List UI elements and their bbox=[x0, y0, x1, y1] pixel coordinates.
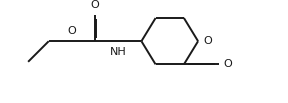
Text: O: O bbox=[67, 26, 76, 36]
Text: O: O bbox=[91, 0, 99, 10]
Text: O: O bbox=[204, 36, 213, 46]
Text: O: O bbox=[223, 59, 232, 69]
Text: NH: NH bbox=[110, 47, 127, 57]
